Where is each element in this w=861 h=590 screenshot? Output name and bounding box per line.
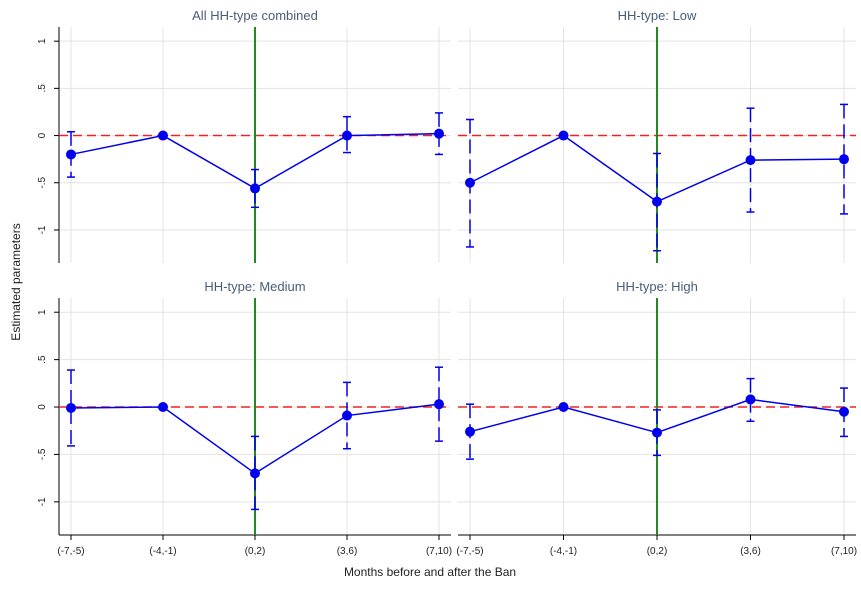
y-tick-label: 1 [37,38,48,44]
data-point [250,468,260,479]
x-tick-label: (7,10) [426,546,452,557]
data-point [342,410,352,421]
y-tick-label: .5 [37,84,48,93]
panel-title: HH-type: Medium [204,279,305,294]
y-tick-label: -1 [37,225,48,234]
data-point [465,177,475,188]
x-tick-label: (3,6) [337,546,358,557]
data-point [558,402,569,413]
panel-title: All HH-type combined [192,8,318,23]
data-point [652,196,662,207]
data-point [558,130,569,141]
data-point [250,183,260,194]
panel-3 [54,298,451,540]
y-tick-label: -.5 [37,448,48,460]
y-tick-label: 1 [37,309,48,315]
panel-4 [458,298,856,540]
data-point [158,402,168,413]
y-tick-label: 0 [37,404,48,410]
panel-title: HH-type: Low [618,8,697,23]
data-point [66,149,76,160]
data-point [745,394,756,405]
x-tick-label: (7,10) [831,546,857,557]
x-tick-label: (-4,-1) [149,546,176,557]
x-tick-label: (-7,-5) [57,546,84,557]
y-axis-title: Estimated parameters [9,223,23,340]
panel-2 [458,27,856,263]
y-tick-label: .5 [37,355,48,364]
data-point [652,427,662,438]
y-tick-label: -1 [37,497,48,506]
x-tick-label: (-4,-1) [550,546,577,557]
x-tick-label: (0,2) [245,546,266,557]
data-point [342,130,352,141]
x-tick-label: (0,2) [647,546,668,557]
data-point [465,426,475,437]
x-axis-title: Months before and after the Ban [344,565,516,579]
y-tick-label: 0 [37,132,48,138]
data-point [745,155,756,166]
x-tick-label: (-7,-5) [456,546,483,557]
panel-title: HH-type: High [616,279,698,294]
y-tick-label: -.5 [37,176,48,188]
data-point [839,406,849,417]
data-point [434,399,444,410]
data-point [158,130,168,141]
data-point [434,128,444,139]
panel-1 [54,27,451,263]
data-point [839,154,849,165]
data-point [66,402,76,413]
x-tick-label: (3,6) [740,546,761,557]
